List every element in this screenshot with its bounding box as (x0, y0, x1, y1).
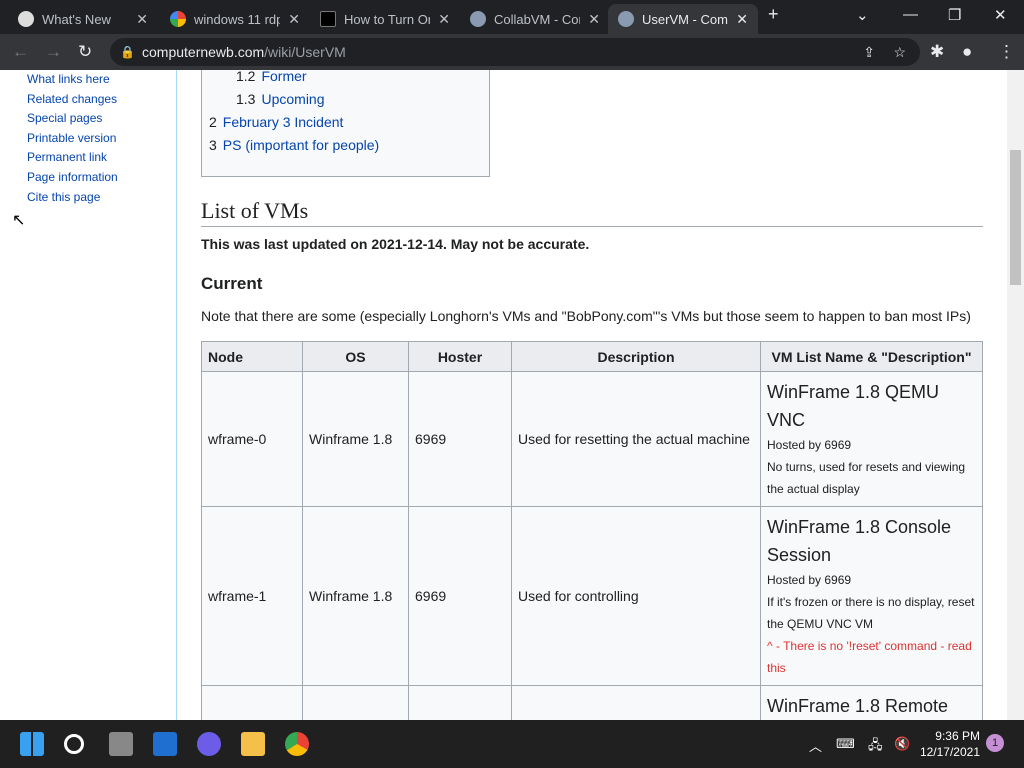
network-icon[interactable]: 🖧 (868, 737, 883, 752)
show-hidden-icons[interactable]: ︿ (809, 739, 823, 754)
chat-icon[interactable] (197, 732, 221, 756)
task-view-icon[interactable] (109, 732, 133, 756)
column-header: VM List Name & "Description" (760, 341, 983, 372)
search-icon[interactable] (64, 734, 84, 754)
profile-icon[interactable]: ● (962, 42, 973, 61)
toc-item[interactable]: 2 February 3 Incident (209, 114, 344, 130)
sidebar-link-printable-version[interactable]: Printable version (27, 130, 117, 145)
close-tab-icon[interactable]: ✕ (136, 10, 148, 27)
widgets-icon[interactable] (153, 732, 177, 756)
subsection-heading: Current (201, 274, 263, 293)
htg-icon (320, 11, 336, 27)
tab-search-icon[interactable]: ⌄ (856, 7, 869, 24)
chrome-taskbar-icon[interactable] (285, 732, 309, 756)
chrome-icon (18, 11, 34, 27)
share-icon[interactable]: ⇪ (863, 43, 875, 60)
sidebar-link-related-changes[interactable]: Related changes (27, 91, 118, 106)
article-content: 1.2 Former 1.3 Upcoming 2 February 3 Incide… (178, 70, 1007, 720)
cell-vm-list: WinFrame 1.8 Console Session Hosted by 69… (760, 506, 983, 686)
table-row: wframe-1 Winframe 1.8 6969 Used for cont… (201, 506, 983, 686)
cell-hoster: 6969 (408, 506, 512, 686)
toc-item[interactable]: 1.2 Former (236, 70, 307, 84)
column-header: OS (302, 341, 409, 372)
toc-item[interactable]: 1.3 Upcoming (236, 91, 325, 107)
cell-vm-list: WinFrame 1.8 QEMU VNC Hosted by 6969 No tu… (760, 371, 983, 507)
column-header: Hoster (408, 341, 512, 372)
cell-description: Used for resetting the actual machine (511, 371, 761, 507)
cell-hoster: 6969 (408, 371, 512, 507)
forward-button[interactable]: → (45, 42, 62, 61)
sidebar-link-cite-this-page[interactable]: Cite this page (27, 189, 101, 204)
close-tab-icon[interactable]: ✕ (438, 10, 450, 27)
tab-strip: What's New ✕ windows 11 rdp ✕ How to Turn … (0, 0, 1024, 34)
vm-table: Node OS Hoster Description VM List Name … (201, 341, 983, 720)
close-tab-icon[interactable]: ✕ (288, 10, 300, 27)
reload-button[interactable]: ↻ (78, 42, 93, 61)
windows-taskbar: ︿ ⌨ 🖧 🔇 9:36 PM 12/17/2021 1 (0, 720, 1024, 768)
scrollbar-thumb[interactable] (1010, 150, 1021, 285)
column-header: Node (201, 341, 303, 372)
back-button[interactable]: ← (12, 42, 29, 61)
new-tab-button[interactable]: + (768, 4, 779, 24)
cell-vm-list: WinFrame 1.8 Remote Session (#1.0) (760, 685, 983, 720)
cell-node: wframe-0 (201, 371, 303, 507)
tab-uservm[interactable]: UserVM - Comp ✕ (608, 4, 758, 34)
close-window-button[interactable]: ✕ (994, 7, 1007, 24)
collabvm-icon (470, 11, 486, 27)
extensions-icon[interactable]: ✱ (930, 42, 945, 61)
volume-muted-icon[interactable]: 🔇 (894, 736, 911, 751)
sidebar-link-special-pages[interactable]: Special pages (27, 111, 103, 126)
tab-whats-new[interactable]: What's New ✕ (8, 4, 158, 34)
clock[interactable]: 9:36 PM 12/17/2021 (919, 729, 980, 759)
table-row: wframe-0 Winframe 1.8 6969 Used for rese… (201, 371, 983, 507)
cell-description: Used for controlling (511, 506, 761, 686)
mouse-cursor: ↖ (12, 212, 26, 229)
file-explorer-icon[interactable] (241, 732, 265, 756)
wiki-sidebar: What links here Related changes Special … (0, 70, 177, 720)
note-text: Note that there are some (especially Lon… (201, 308, 971, 324)
close-tab-icon[interactable]: ✕ (588, 10, 600, 27)
section-heading: List of VMs (201, 198, 983, 227)
toc-item[interactable]: 3 PS (important for people) (209, 137, 380, 153)
google-icon (170, 11, 186, 27)
tab-collabvm[interactable]: CollabVM - Com ✕ (460, 4, 610, 34)
sidebar-link-page-information[interactable]: Page information (27, 169, 118, 184)
lock-icon: 🔒 (120, 45, 135, 59)
table-row: WinFrame 1.8 Remote Session (#1.0) (201, 685, 983, 720)
bookmark-star-icon[interactable]: ☆ (893, 43, 906, 60)
restore-button[interactable]: ❐ (948, 7, 962, 24)
close-tab-icon[interactable]: ✕ (736, 10, 748, 27)
notification-badge[interactable]: 1 (986, 734, 1004, 752)
page-scrollbar[interactable] (1007, 70, 1024, 720)
table-header-row: Node OS Hoster Description VM List Name … (201, 341, 983, 372)
menu-icon[interactable]: ⋮ (998, 42, 1015, 61)
start-icon[interactable] (20, 732, 44, 756)
tab-how-to-turn-on[interactable]: How to Turn On ✕ (310, 4, 460, 34)
table-of-contents: 1.2 Former 1.3 Upcoming 2 February 3 Incide… (201, 70, 490, 177)
cell-node: wframe-1 (201, 506, 303, 686)
sidebar-link-what-links-here[interactable]: What links here (27, 72, 110, 86)
tab-windows-11-rdp[interactable]: windows 11 rdp ✕ (160, 4, 310, 34)
reset-warning-link[interactable]: ^ - There is no '!reset' command - read … (767, 639, 972, 675)
browser-toolbar: ← → ↻ 🔒 computernewb.com/wiki/UserVM ⇪ ☆… (0, 34, 1024, 70)
minimize-button[interactable]: — (903, 6, 918, 23)
sidebar-link-permanent-link[interactable]: Permanent link (27, 150, 108, 165)
address-bar[interactable]: 🔒 computernewb.com/wiki/UserVM ⇪ ☆ (110, 38, 920, 66)
last-updated-note: This was last updated on 2021-12-14. May… (201, 236, 590, 252)
collabvm-icon (618, 11, 634, 27)
cell-os: Winframe 1.8 (302, 371, 409, 507)
keyboard-icon[interactable]: ⌨ (836, 736, 855, 751)
column-header: Description (511, 341, 761, 372)
cell-os: Winframe 1.8 (302, 506, 409, 686)
